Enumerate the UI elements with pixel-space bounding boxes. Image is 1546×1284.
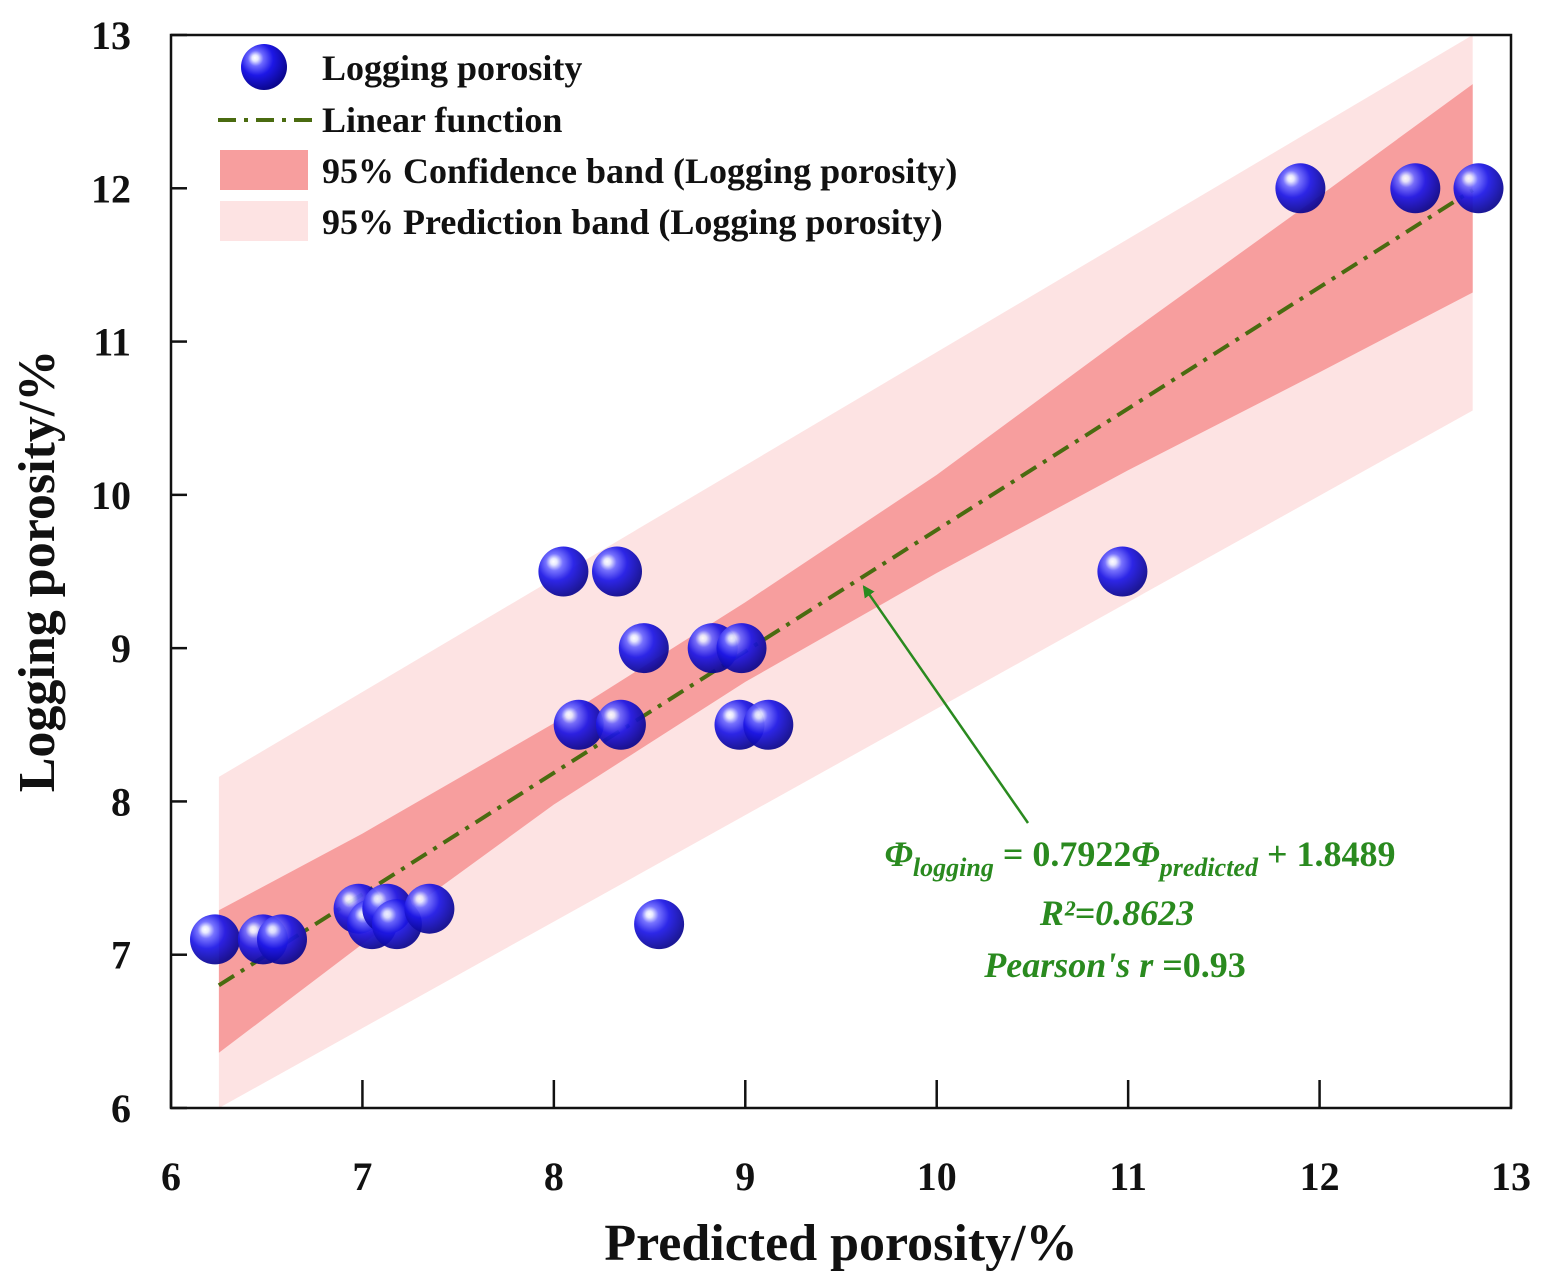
equation-text: Φlogging = 0.7922Φpredicted + 1.8489 [885, 834, 1396, 882]
eq-phi-2: Φ [1131, 834, 1159, 874]
annotation-arrow [862, 585, 1030, 824]
data-point [1453, 163, 1504, 214]
legend-label-confidence: 95% Confidence band (Logging porosity) [322, 151, 957, 191]
y-axis-title: Logging porosity/% [9, 350, 66, 793]
legend-label-fit: Linear function [322, 100, 562, 140]
y-tick-label: 9 [111, 626, 131, 671]
x-tick-label: 10 [917, 1154, 957, 1199]
eq-mid: = 0.7922 [994, 834, 1132, 874]
confidence-band [218, 84, 1473, 1053]
y-tick-label: 6 [111, 1086, 131, 1131]
data-point [592, 546, 642, 597]
data-point [716, 623, 767, 674]
eq-sub-predicted: predicted [1158, 853, 1259, 882]
x-tick-label: 8 [544, 1154, 564, 1199]
plot-area [190, 35, 1504, 1108]
pearson-label: Pearson's r [983, 945, 1154, 985]
data-point [743, 699, 794, 750]
data-point [404, 883, 455, 934]
r-squared-text: R²=0.8623 [1039, 893, 1194, 933]
legend-label-prediction: 95% Prediction band (Logging porosity) [322, 202, 943, 242]
x-axis-ticks: 6 7 8 9 10 11 12 13 [161, 1080, 1531, 1199]
plot-frame [169, 33, 1513, 1110]
data-point [190, 914, 240, 965]
y-tick-label: 8 [111, 779, 131, 824]
fit-annotation: Φlogging = 0.7922Φpredicted + 1.8489 R²=… [862, 585, 1396, 985]
pearson-text: Pearson's r =0.93 [983, 945, 1246, 985]
y-tick-label: 13 [91, 13, 131, 58]
y-tick-label: 7 [111, 933, 131, 978]
y-tick-label: 10 [91, 473, 131, 518]
data-point [538, 546, 589, 597]
legend-marker-prediction [220, 201, 308, 241]
data-point [1097, 546, 1148, 597]
x-tick-label: 7 [352, 1154, 372, 1199]
x-tick-label: 13 [1491, 1154, 1531, 1199]
legend: Logging porosity Linear function 95% Con… [218, 44, 957, 242]
x-tick-label: 11 [1109, 1154, 1147, 1199]
eq-sub-logging: logging [913, 853, 994, 882]
y-tick-label: 11 [93, 320, 131, 365]
y-tick-label: 12 [91, 166, 131, 211]
axes: 6 7 8 9 10 11 12 13 6 7 8 9 10 11 12 13 [91, 13, 1531, 1199]
legend-marker-points [241, 44, 287, 90]
x-tick-label: 6 [161, 1154, 181, 1199]
data-point [257, 914, 307, 965]
data-point [553, 699, 604, 750]
x-axis-title: Predicted porosity/% [604, 1215, 1077, 1272]
legend-marker-confidence [220, 150, 308, 190]
legend-label-points: Logging porosity [322, 48, 582, 88]
data-point [618, 623, 669, 674]
x-tick-label: 9 [735, 1154, 755, 1199]
pearson-value: =0.93 [1153, 945, 1246, 985]
eq-phi-1: Φ [885, 834, 913, 874]
data-point [1390, 163, 1441, 214]
data-point [595, 699, 646, 750]
y-axis-ticks: 6 7 8 9 10 11 12 13 [91, 13, 187, 1131]
x-tick-label: 12 [1300, 1154, 1340, 1199]
eq-end: + 1.8489 [1258, 834, 1396, 874]
scatter-points [190, 163, 1504, 965]
data-point [634, 899, 685, 950]
data-point [1275, 163, 1326, 214]
